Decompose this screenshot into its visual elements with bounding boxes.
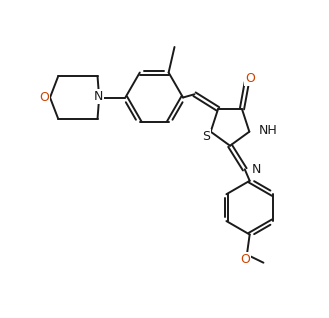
Text: S: S — [202, 130, 210, 143]
Text: O: O — [245, 73, 255, 85]
Text: N: N — [94, 90, 103, 103]
Text: O: O — [240, 253, 250, 266]
Text: N: N — [252, 163, 261, 176]
Text: O: O — [39, 91, 49, 104]
Text: NH: NH — [259, 124, 277, 136]
